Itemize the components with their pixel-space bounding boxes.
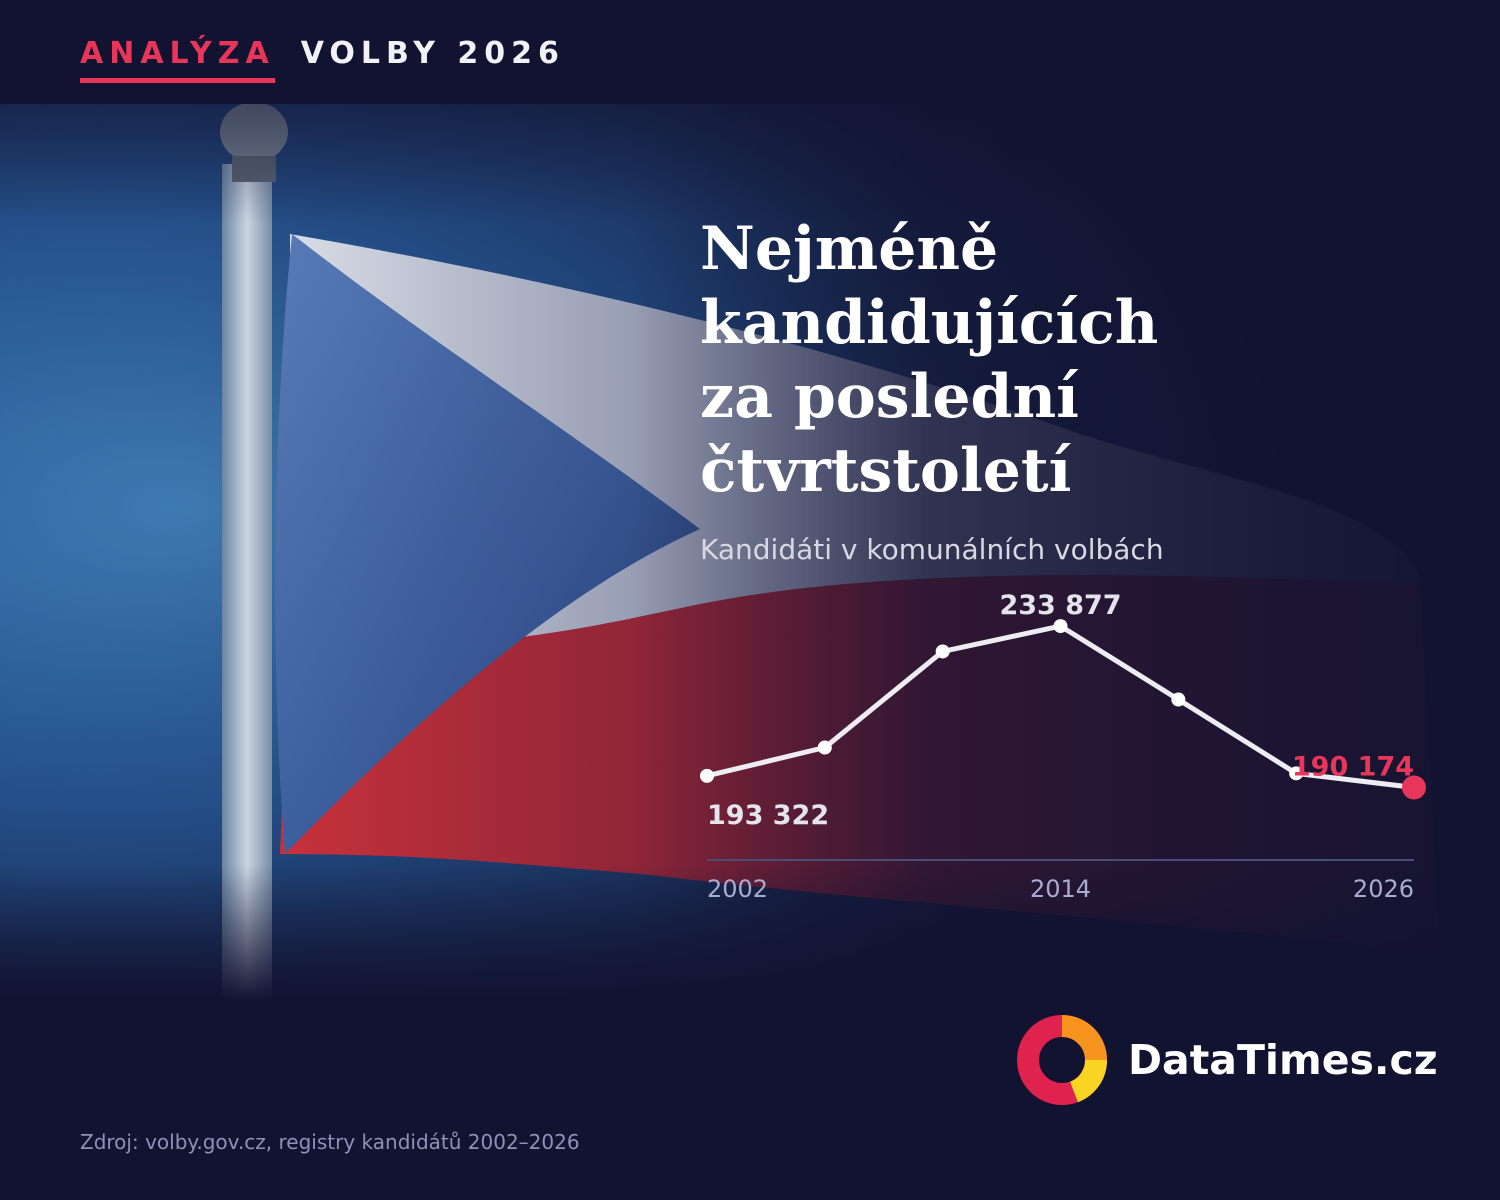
data-label: 193 322 <box>707 800 829 831</box>
header: ANALÝZA VOLBY 2026 <box>80 36 565 86</box>
headline: Nejméně kandidujících za poslední čtvrts… <box>700 212 1460 508</box>
headline-line-3: za poslední čtvrtstoletí <box>700 362 1079 506</box>
data-point <box>700 768 714 783</box>
data-label: 190 174 <box>1292 751 1414 782</box>
headline-line-1: Nejméně <box>700 214 999 284</box>
ring-logo-icon[interactable] <box>1016 1014 1108 1106</box>
flag-photo <box>0 104 1500 1000</box>
section-tag-analysis[interactable]: ANALÝZA <box>80 36 275 83</box>
x-tick-label: 2014 <box>1030 875 1091 903</box>
brand-name[interactable]: DataTimes.cz <box>1128 1036 1438 1084</box>
data-point <box>1289 766 1304 781</box>
section-tag-elections[interactable]: VOLBY 2026 <box>300 36 565 71</box>
chart-subtitle: Kandidáti v komunálních volbách <box>700 533 1164 566</box>
x-tick-label: 2002 <box>707 875 768 903</box>
headline-line-2: kandidujících <box>700 288 1159 358</box>
source-note: Zdroj: volby.gov.cz, registry kandidátů … <box>80 1130 580 1154</box>
x-tick-label: 2026 <box>1353 875 1414 903</box>
data-point <box>817 740 832 755</box>
highlight-point <box>1402 775 1426 800</box>
data-point <box>935 644 950 659</box>
data-point <box>1171 692 1186 707</box>
data-label: 233 877 <box>999 590 1121 621</box>
data-point <box>1053 619 1068 634</box>
